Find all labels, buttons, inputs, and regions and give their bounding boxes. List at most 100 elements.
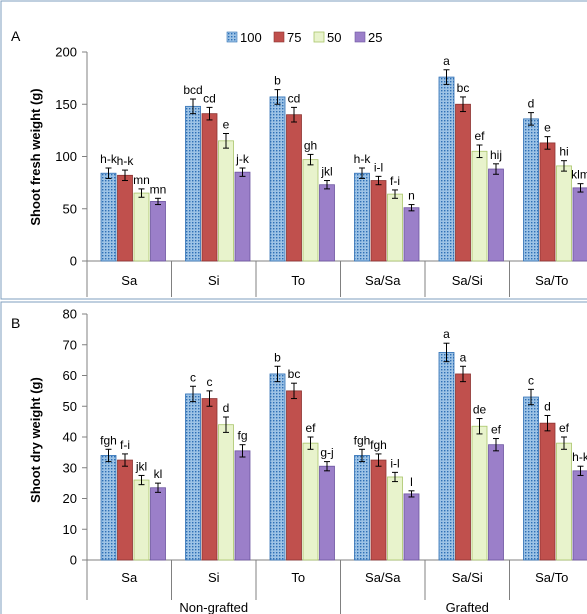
bar: [133, 192, 150, 262]
y-tick-label: 60: [63, 368, 77, 383]
data-label: j-k: [235, 152, 250, 166]
bar: [319, 184, 335, 262]
y-tick-label: 20: [63, 491, 77, 506]
data-label: klm: [571, 168, 587, 182]
data-label: ef: [491, 423, 502, 437]
y-tick-label: 40: [63, 430, 77, 445]
data-label: d: [528, 97, 535, 111]
bar: [185, 393, 201, 561]
data-label: e: [544, 121, 551, 135]
y-tick-label: 100: [55, 149, 77, 164]
data-label: bc: [288, 367, 301, 381]
bar: [387, 476, 403, 561]
data-label: i-l: [390, 456, 399, 470]
bar: [455, 103, 471, 262]
group-label: Non-grafted: [179, 600, 248, 614]
legend-label-25: 25: [368, 30, 382, 45]
legend-label-50: 50: [327, 30, 341, 45]
data-label: bcd: [183, 83, 202, 97]
bar: [286, 114, 302, 262]
data-label: a: [443, 54, 450, 68]
bar: [455, 373, 471, 561]
bar: [370, 180, 387, 262]
legend-label-75: 75: [287, 30, 301, 45]
y-axis-title: Shoot fresh weight (g): [28, 88, 43, 225]
bar: [117, 459, 133, 561]
data-label: f-i: [120, 438, 130, 452]
y-tick-label: 50: [63, 201, 77, 216]
data-label: d: [544, 399, 551, 413]
bar: [488, 444, 504, 561]
bar: [269, 96, 286, 262]
data-label: i-l: [374, 160, 383, 174]
x-tick-label: Sa/To: [535, 273, 568, 288]
data-label: hij: [490, 148, 502, 162]
bar: [286, 390, 302, 561]
data-label: de: [473, 403, 487, 417]
data-label: n: [408, 189, 415, 203]
bar: [302, 442, 319, 561]
data-label: h-k: [572, 450, 587, 464]
bar: [438, 76, 455, 262]
legend-swatch-75: [273, 31, 285, 43]
bar: [403, 493, 420, 561]
bar: [471, 150, 488, 262]
data-label: mn: [133, 173, 150, 187]
data-label: b: [274, 74, 281, 88]
group-label: Grafted: [446, 600, 489, 614]
x-tick-label: To: [291, 273, 305, 288]
data-label: b: [274, 350, 281, 364]
bar: [387, 193, 403, 262]
x-tick-label: To: [291, 570, 305, 585]
data-label: a: [460, 350, 467, 364]
data-label: ef: [305, 421, 316, 435]
bar: [269, 373, 286, 561]
panel-a: A Shoot fresh weight (g) 100 75 50 25 0 5…: [11, 28, 587, 297]
bar: [302, 159, 319, 262]
data-label: e: [223, 118, 230, 132]
bar: [523, 118, 539, 262]
x-tick-label: Sa/Sa: [365, 273, 401, 288]
bar: [488, 168, 504, 262]
data-label: bc: [457, 81, 470, 95]
data-label: jkl: [135, 459, 147, 473]
x-tick-label: Sa/To: [535, 570, 568, 585]
x-tick-label: Sa/Sa: [365, 570, 401, 585]
data-label: hi: [559, 145, 568, 159]
data-label: ef: [559, 421, 570, 435]
data-label: l: [410, 475, 413, 489]
data-label: fgh: [370, 438, 387, 452]
bar: [133, 479, 150, 561]
panel-label: A: [11, 28, 21, 44]
data-label: c: [207, 375, 213, 389]
legend-swatch-50: [313, 31, 325, 43]
bar: [354, 455, 370, 561]
panel-label: B: [11, 315, 20, 331]
legend-swatch-100: [226, 31, 238, 43]
data-label: g-j: [320, 446, 333, 460]
bar: [556, 442, 572, 561]
legend-label-100: 100: [240, 30, 262, 45]
bar: [438, 352, 455, 561]
bar: [539, 422, 556, 561]
bar: [185, 105, 201, 262]
panel-b: B Shoot dry weight (g) 0 10 20 30 40 50 60 70 80…: [11, 307, 587, 614]
data-label: mn: [150, 182, 167, 196]
bar: [100, 455, 117, 561]
legend: 100 75 50 25: [226, 30, 382, 45]
x-tick-label: Sa: [121, 273, 138, 288]
y-tick-label: 150: [55, 97, 77, 112]
y-tick-label: 0: [70, 553, 77, 568]
data-label: fgh: [100, 433, 117, 447]
bar: [572, 470, 587, 561]
bar: [234, 450, 251, 561]
y-tick-label: 10: [63, 522, 77, 537]
bar: [319, 465, 335, 561]
bar: [201, 113, 218, 262]
data-label: f-i: [390, 174, 400, 188]
data-label: fgh: [354, 433, 371, 447]
data-label: kl: [154, 467, 163, 481]
data-label: ef: [474, 129, 485, 143]
y-tick-label: 50: [63, 399, 77, 414]
